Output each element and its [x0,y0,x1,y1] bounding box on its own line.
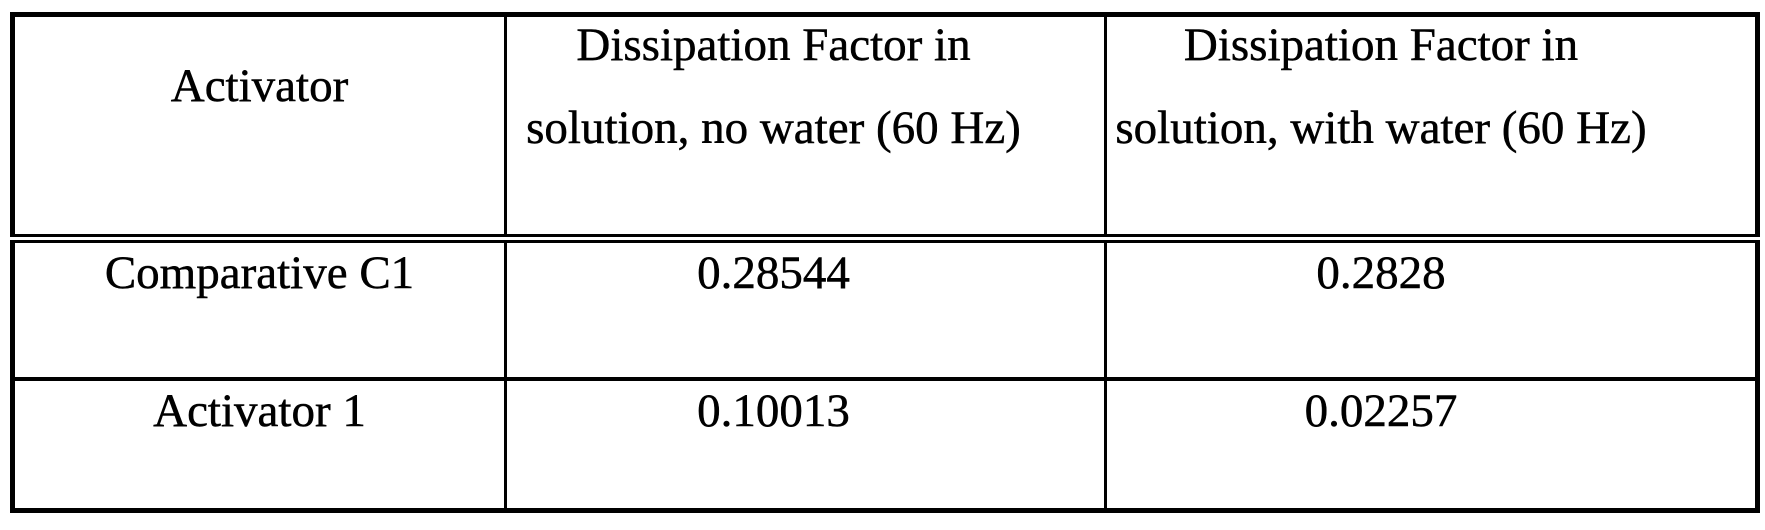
header-df-no-water-line1: Dissipation Factor in [576,19,971,72]
header-df-with-water-line2: solution, with water (60 Hz) [1115,102,1647,155]
table-header-row: Activator Dissipation Factor in solution… [11,14,1759,243]
cell-df-with-water-value: 0.02257 [1104,378,1759,511]
header-cell-df-no-water: Dissipation Factor in solution, no water… [504,14,1107,243]
header-cell-activator: Activator [11,14,507,243]
header-cell-df-with-water: Dissipation Factor in solution, with wat… [1104,14,1759,243]
cell-df-no-water-value: 0.28544 [504,238,1107,381]
table-row-comparative-c1: Comparative C1 0.28544 0.2828 [11,238,1759,381]
cell-activator-name: Activator 1 [11,378,507,511]
header-activator-label: Activator [170,60,349,113]
table-row-activator-1: Activator 1 0.10013 0.02257 [11,378,1759,511]
dissipation-factor-table: Activator Dissipation Factor in solution… [10,12,1760,513]
cell-df-no-water-value: 0.10013 [504,378,1107,511]
cell-df-with-water-value: 0.2828 [1104,238,1759,381]
cell-activator-name: Comparative C1 [11,238,507,381]
header-df-with-water-line1: Dissipation Factor in [1183,19,1579,72]
header-df-no-water-line2: solution, no water (60 Hz) [526,102,1021,155]
